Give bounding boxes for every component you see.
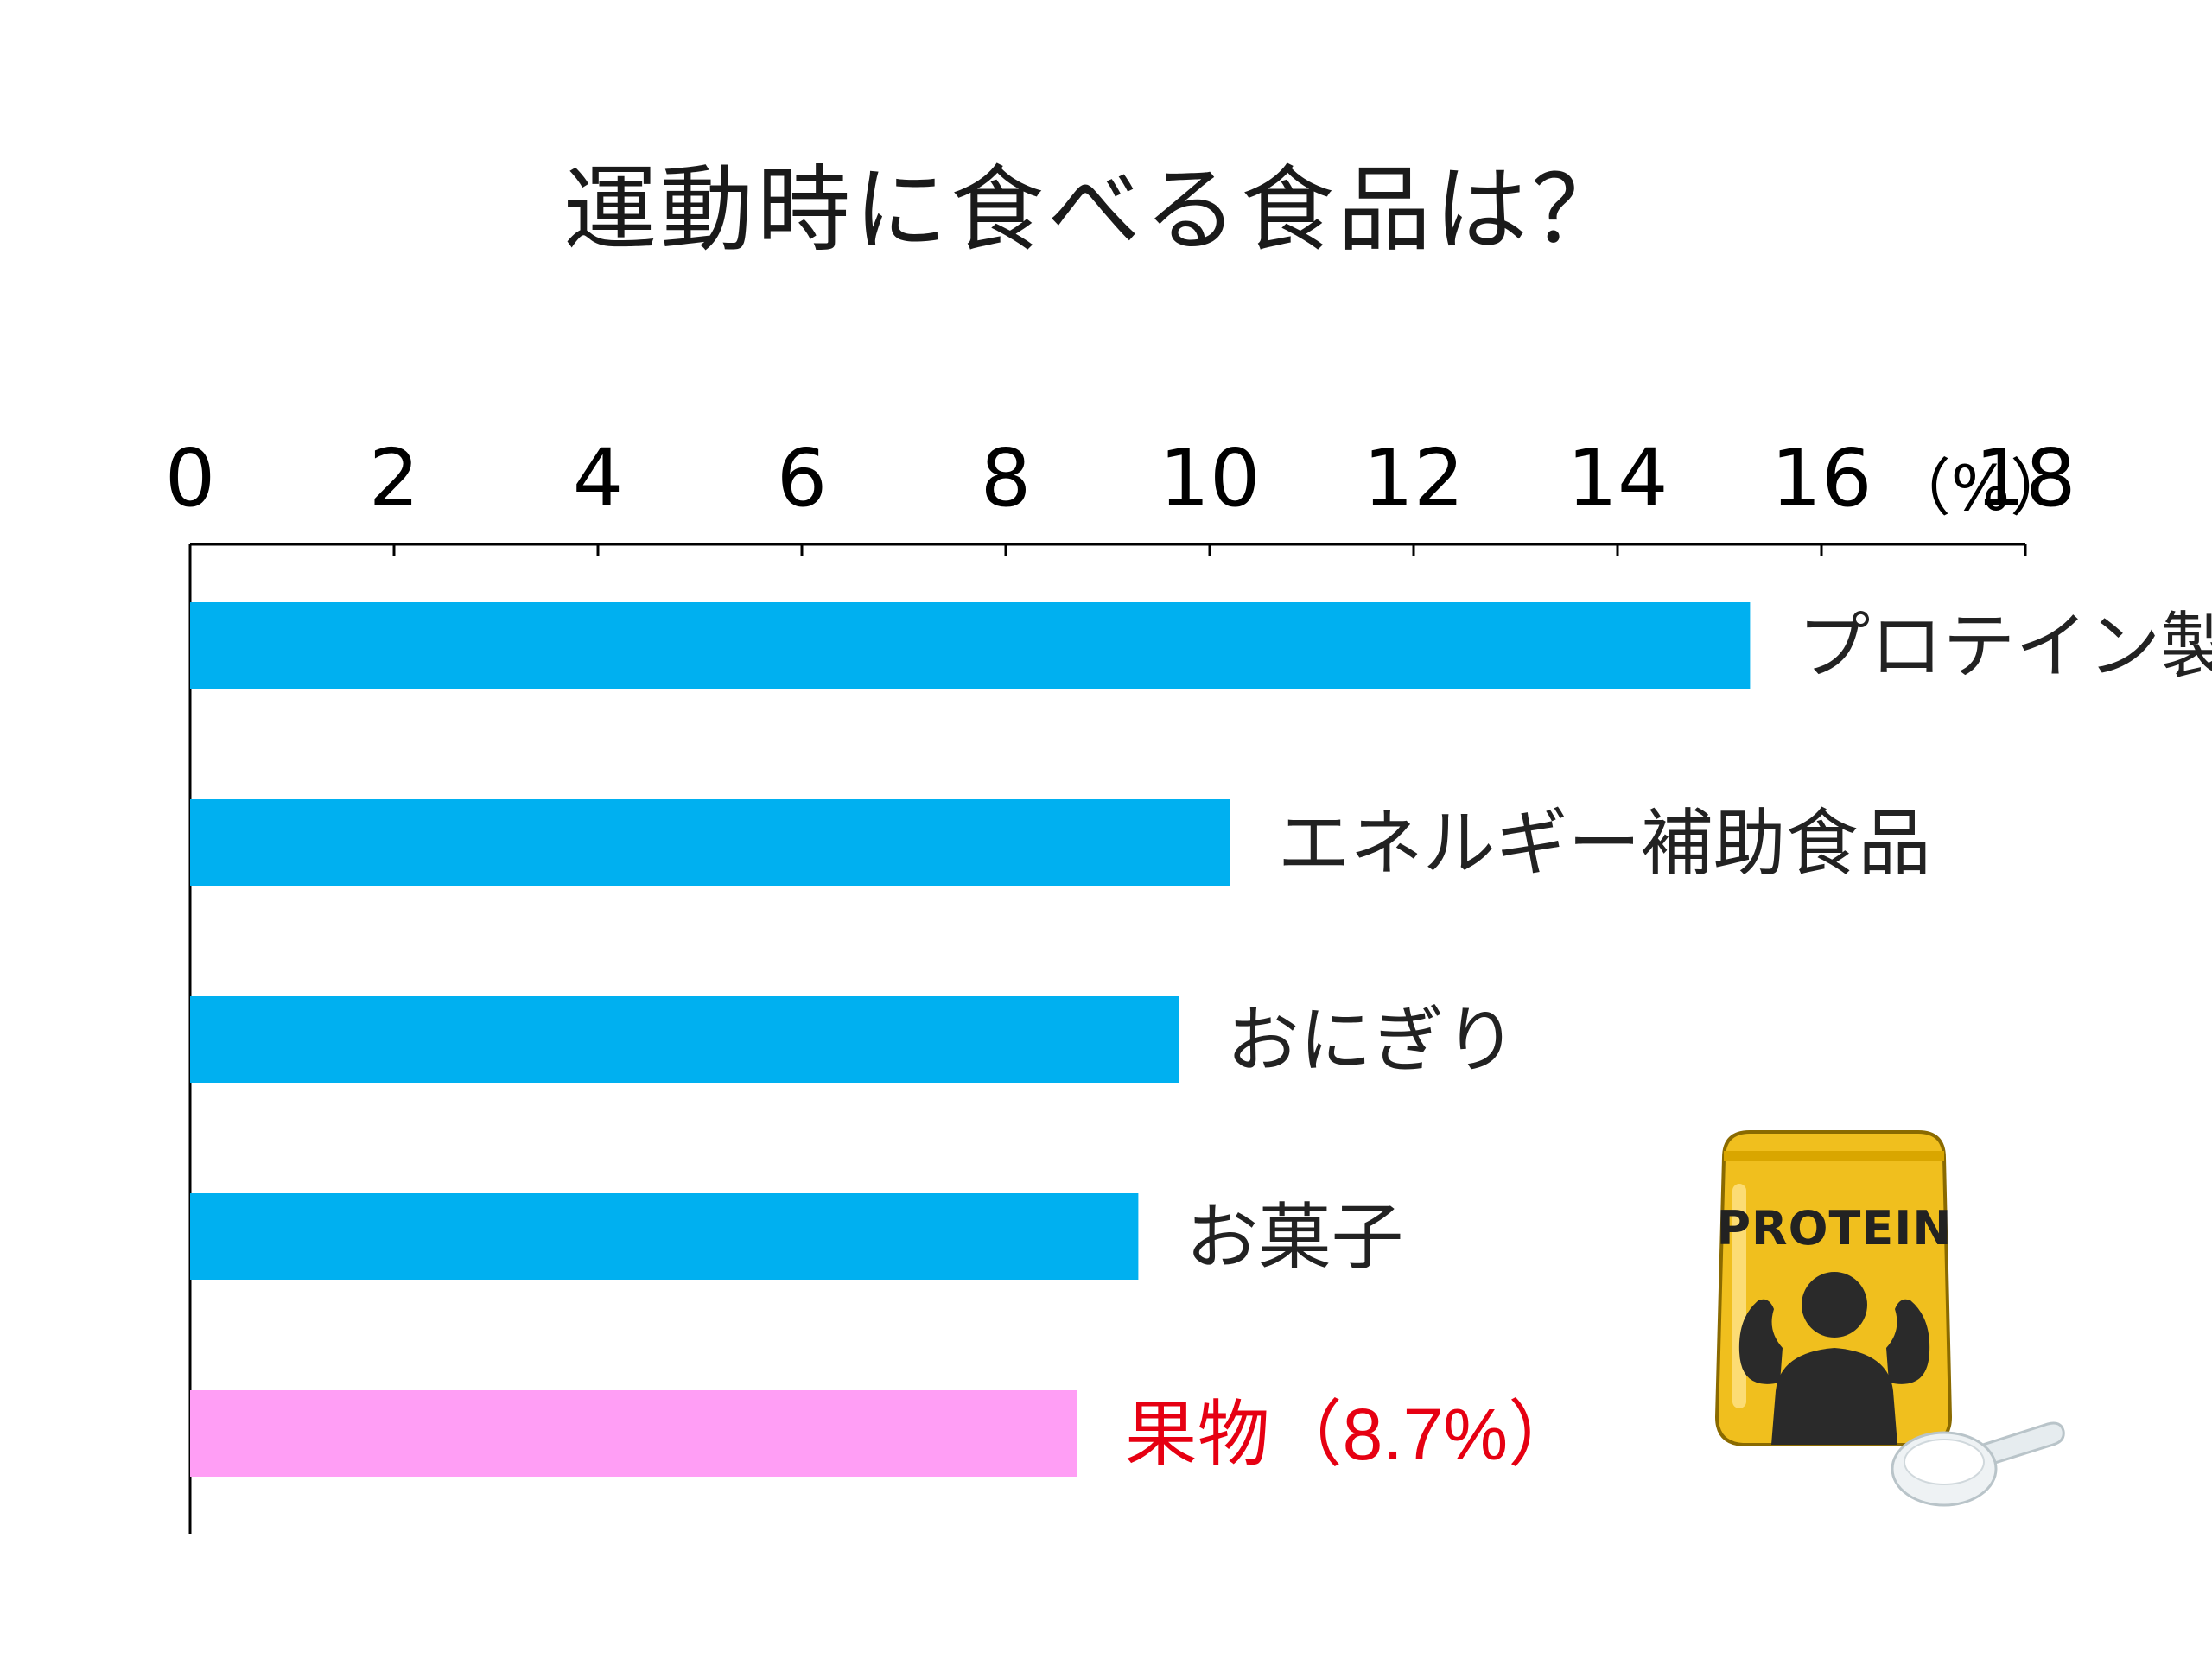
silhouette-right-arm <box>1886 1299 1930 1384</box>
chart-title: 運動時に食べる食品は？ <box>563 156 1628 264</box>
bag-zipper <box>1724 1151 1944 1161</box>
x-tick-label: 12 <box>1363 432 1464 524</box>
bar-category-label: プロテイン製品 <box>1797 604 2212 689</box>
bar <box>190 799 1230 886</box>
protein-label-text: PROTEIN <box>1716 1201 1952 1255</box>
bar-category-label: エネルギー補助食品 <box>1278 801 1931 886</box>
x-tick-label: 18 <box>1974 432 2075 524</box>
axis-unit-label: （%） <box>1889 452 2072 524</box>
category-text: 果物 <box>1125 1392 1270 1477</box>
scoop-icon <box>1891 1421 2065 1507</box>
x-tick-label: 2 <box>369 432 420 524</box>
bar-category-label: お菓子 <box>1185 1195 1403 1280</box>
x-tick-label: 14 <box>1567 432 1668 524</box>
bar-value-label: （8.7%） <box>1270 1394 1580 1475</box>
category-text: プロテイン製品 <box>1797 604 2212 689</box>
bar <box>190 602 1751 689</box>
protein-bag-icon: PROTEIN <box>1714 1130 2065 1507</box>
x-tick-label: 6 <box>777 432 828 524</box>
x-axis: 0 2 4 6 8 10 12 14 16 18 <box>165 432 2076 1534</box>
silhouette-torso <box>1771 1348 1897 1445</box>
category-text: エネルギー補助食品 <box>1278 801 1931 886</box>
x-tick-label: 10 <box>1159 432 1260 524</box>
category-text: おにぎり <box>1227 998 1517 1083</box>
x-tick-label: 4 <box>573 432 624 524</box>
silhouette-left-arm <box>1738 1299 1783 1384</box>
x-tick-label: 8 <box>981 432 1032 524</box>
bars: プロテイン製品エネルギー補助食品おにぎりお菓子果物（8.7%） <box>190 602 2212 1477</box>
bar <box>190 1390 1077 1477</box>
bar-category-label: おにぎり <box>1227 998 1517 1083</box>
bar <box>190 996 1179 1083</box>
silhouette-head <box>1802 1272 1867 1338</box>
category-text: お菓子 <box>1185 1195 1403 1280</box>
bar-category-label: 果物（8.7%） <box>1125 1392 1580 1477</box>
bar <box>190 1193 1139 1280</box>
x-tick-label: 0 <box>165 432 216 524</box>
x-tick-label: 16 <box>1770 432 1872 524</box>
